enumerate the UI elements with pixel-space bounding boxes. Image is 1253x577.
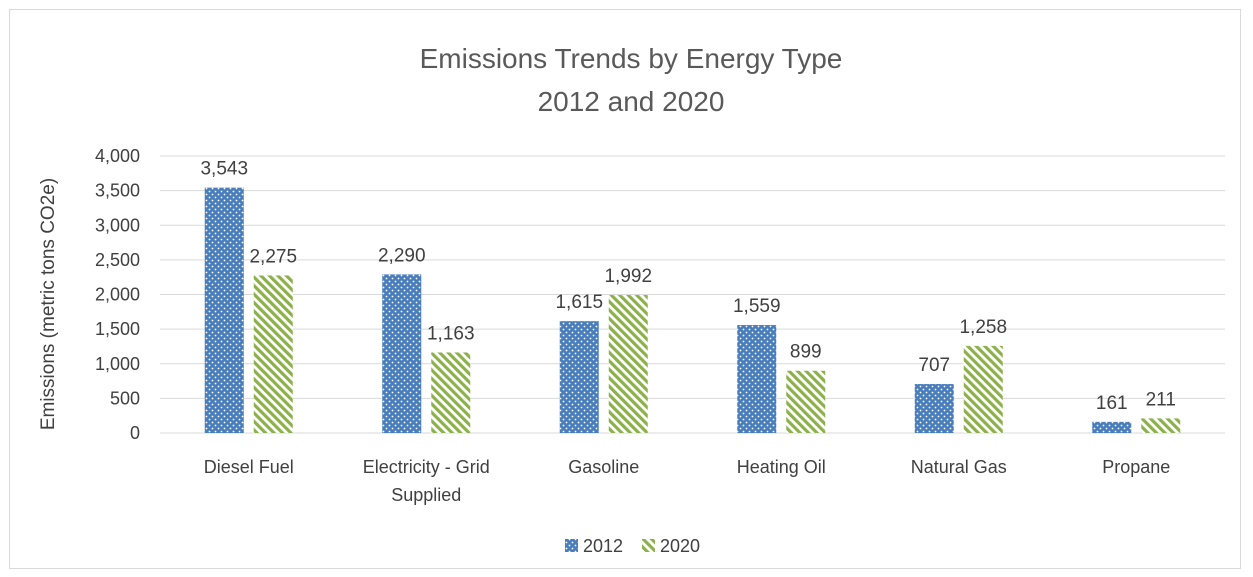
bar-2012 <box>204 187 244 433</box>
y-tick-label: 3,000 <box>95 215 140 235</box>
bar-2020 <box>431 352 471 433</box>
y-tick-label: 1,500 <box>95 319 140 339</box>
chart-subtitle: 2012 and 2020 <box>538 86 725 117</box>
legend-swatch-2020 <box>642 539 655 552</box>
y-tick-label: 1,000 <box>95 354 140 374</box>
category-label: Propane <box>1102 457 1170 477</box>
category-labels: Diesel Fuel Electricity - Grid Supplied Gas… <box>204 457 1171 505</box>
bar-2012 <box>914 384 954 433</box>
chart-frame: Emissions Trends by Energy Type 2012 and… <box>9 9 1241 569</box>
data-label: 707 <box>918 355 950 376</box>
legend-label: 2012 <box>583 536 623 556</box>
y-axis-label: Emissions (metric tons CO2e) <box>38 178 59 430</box>
bar-2012 <box>737 325 777 433</box>
category-label: Supplied <box>391 485 461 505</box>
gridlines <box>160 155 1225 434</box>
category-label: Diesel Fuel <box>204 457 294 477</box>
data-label: 211 <box>1146 389 1176 410</box>
bar-2020 <box>963 345 1003 433</box>
data-label: 1,615 <box>555 292 603 313</box>
chart-title: Emissions Trends by Energy Type <box>420 43 843 74</box>
y-axis-ticks: 0 500 1,000 1,500 2,000 2,500 3,000 3,500 4,000 <box>95 146 140 443</box>
y-tick-label: 2,500 <box>95 250 140 270</box>
y-tick-label: 2,000 <box>95 285 140 305</box>
data-label: 1,992 <box>604 266 652 287</box>
data-label: 2,290 <box>378 245 426 266</box>
data-label: 2,275 <box>249 246 297 267</box>
bar-2012 <box>382 274 422 433</box>
category-label: Electricity - Grid <box>363 457 490 477</box>
data-label: 1,258 <box>959 317 1007 338</box>
category-label: Natural Gas <box>911 457 1007 477</box>
legend-swatch-2012 <box>565 539 578 552</box>
category-label: Heating Oil <box>737 457 826 477</box>
category-label: Gasoline <box>568 457 639 477</box>
legend: 2012 2020 <box>565 536 700 556</box>
bar-2012 <box>559 321 599 433</box>
bar-2020 <box>608 295 648 433</box>
bar-2020 <box>1141 418 1181 433</box>
data-label: 899 <box>790 342 822 363</box>
data-label: 1,163 <box>427 323 475 344</box>
y-tick-label: 0 <box>130 423 140 443</box>
bars <box>204 187 1181 433</box>
y-tick-label: 3,500 <box>95 181 140 201</box>
bar-2020 <box>253 275 293 433</box>
data-label: 3,543 <box>200 159 248 180</box>
bar-2012 <box>1092 421 1132 433</box>
legend-label: 2020 <box>660 536 700 556</box>
y-tick-label: 500 <box>110 388 140 408</box>
data-label: 1,559 <box>733 296 781 317</box>
bar-chart: Emissions Trends by Energy Type 2012 and… <box>38 43 1225 556</box>
bar-2020 <box>786 370 826 433</box>
y-tick-label: 4,000 <box>95 146 140 166</box>
data-label: 161 <box>1096 393 1128 414</box>
